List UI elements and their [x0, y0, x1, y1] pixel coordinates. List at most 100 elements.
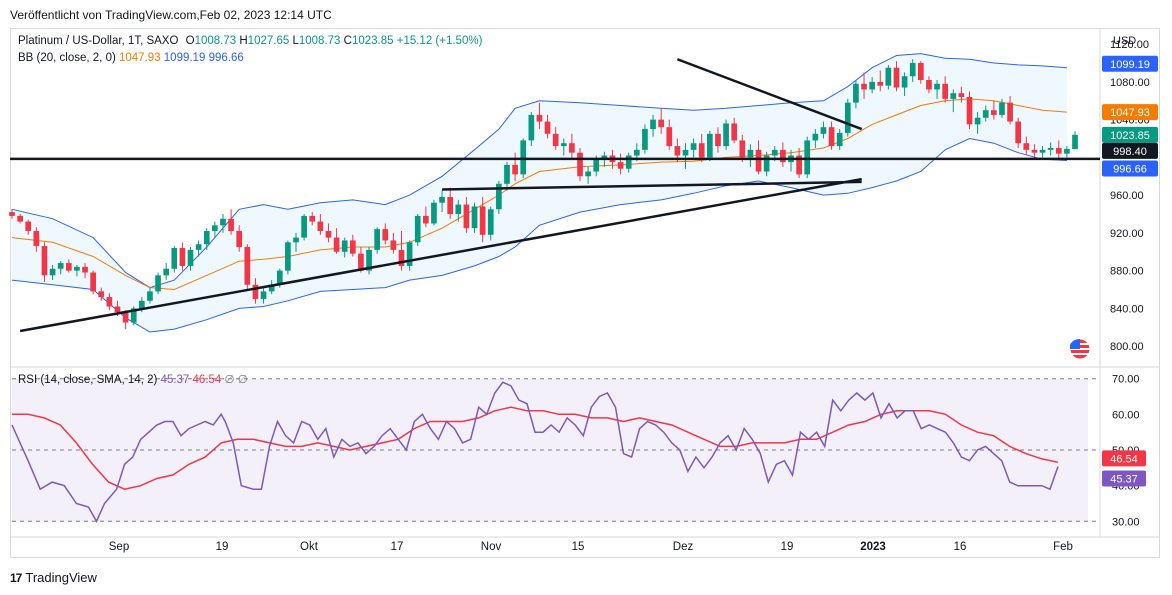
candle [349, 234, 356, 257]
candle [536, 102, 543, 130]
bb-label[interactable]: BB (20, close, 2, 0) [18, 52, 116, 64]
candle [1007, 96, 1013, 125]
candle-body [341, 240, 348, 252]
candle-body [25, 221, 32, 231]
candle [991, 100, 997, 120]
candle [869, 77, 875, 94]
candle-body [1015, 121, 1022, 144]
candle [893, 61, 900, 92]
candle-body [57, 263, 64, 269]
candle-body [861, 83, 867, 90]
price-tick-label: 800.00 [1110, 341, 1144, 353]
time-tick-label: Feb [1053, 541, 1073, 553]
candle-body [236, 231, 243, 248]
rsi-label[interactable]: RSI (14, close, SMA, 14, 2) [18, 374, 158, 386]
candle [666, 119, 673, 150]
candle-body [536, 114, 543, 122]
candle [926, 76, 932, 94]
candle [1031, 144, 1038, 160]
candle-body [260, 291, 267, 299]
footer-brand[interactable]: 17 TradingView [10, 570, 97, 585]
candle-body [991, 110, 997, 115]
candle [17, 214, 23, 224]
candle-body [17, 215, 23, 222]
symbol-title[interactable]: Platinum / US-Dollar, 1T, SAXO [18, 35, 179, 47]
candle [317, 214, 324, 235]
candle-body [333, 237, 340, 252]
rsi-tick-label: 60.00 [1112, 409, 1140, 421]
candle [958, 86, 965, 103]
candle [147, 287, 153, 304]
candle [723, 119, 729, 150]
candle [544, 114, 551, 139]
candle-body [982, 110, 989, 118]
candle-body [666, 127, 673, 147]
candle-body [455, 204, 462, 215]
candle [285, 240, 291, 275]
price-label-text: 1047.93 [1110, 107, 1150, 119]
candle [512, 152, 518, 181]
candle [293, 232, 299, 252]
rsi-tick-label: 30.00 [1112, 516, 1140, 528]
candle [950, 89, 957, 113]
candle-body [252, 284, 259, 299]
price-label-text: 998.40 [1113, 146, 1147, 158]
candle-body [358, 253, 364, 271]
rsi-tick-label: 70.00 [1112, 374, 1140, 386]
time-tick-label: 16 [954, 541, 967, 553]
candle-body [909, 63, 916, 77]
time-tick-label: Dez [673, 541, 694, 553]
candle-body [301, 215, 307, 238]
candle [122, 310, 129, 330]
candle-body [747, 149, 754, 158]
candle-body [138, 300, 145, 309]
candle [917, 61, 924, 84]
candle-body [179, 247, 186, 266]
candle-body [106, 297, 113, 307]
candle-body [836, 132, 843, 147]
rsi-label-box [1102, 470, 1146, 487]
candle [1039, 146, 1046, 158]
candle [1023, 136, 1030, 156]
candle-body [439, 197, 445, 203]
us-flag-icon[interactable] [1069, 338, 1091, 360]
candle-body [674, 146, 681, 156]
candle-body [65, 263, 72, 271]
candle-body [1055, 147, 1062, 154]
candle-body [901, 76, 908, 88]
candle-body [228, 218, 234, 231]
candle [390, 232, 397, 254]
candle-body [577, 152, 583, 177]
rsi-label-rsi: 45.37 [1102, 470, 1146, 487]
candle [471, 202, 478, 233]
candle [585, 166, 591, 184]
price-label-text: 1099.19 [1110, 59, 1150, 71]
low-label: L [292, 35, 299, 47]
candle [650, 114, 656, 137]
price-label-box [1102, 142, 1158, 159]
change-value: +15.12 (+1.50%) [396, 35, 483, 47]
candle-body [853, 83, 859, 103]
candle [431, 199, 437, 226]
candle [999, 98, 1005, 118]
flag-stripe [1070, 353, 1090, 355]
tradingview-logo-icon: 17 [10, 570, 22, 585]
candle [982, 105, 989, 122]
candle [65, 259, 72, 273]
candle [715, 127, 721, 153]
candle [479, 197, 486, 243]
rsi-label-text: 46.54 [1110, 453, 1138, 465]
candle-body [999, 102, 1005, 115]
candle [642, 124, 648, 154]
rsi-label-sma: 46.54 [1102, 450, 1146, 467]
candle-body [715, 133, 721, 147]
rsi-label-box [1102, 450, 1146, 467]
candle [909, 59, 916, 82]
candle [260, 287, 267, 304]
candle-body [406, 242, 413, 266]
high-label: H [239, 35, 248, 47]
candle-body [966, 97, 973, 125]
candle [90, 270, 96, 295]
candle-body [698, 143, 705, 158]
